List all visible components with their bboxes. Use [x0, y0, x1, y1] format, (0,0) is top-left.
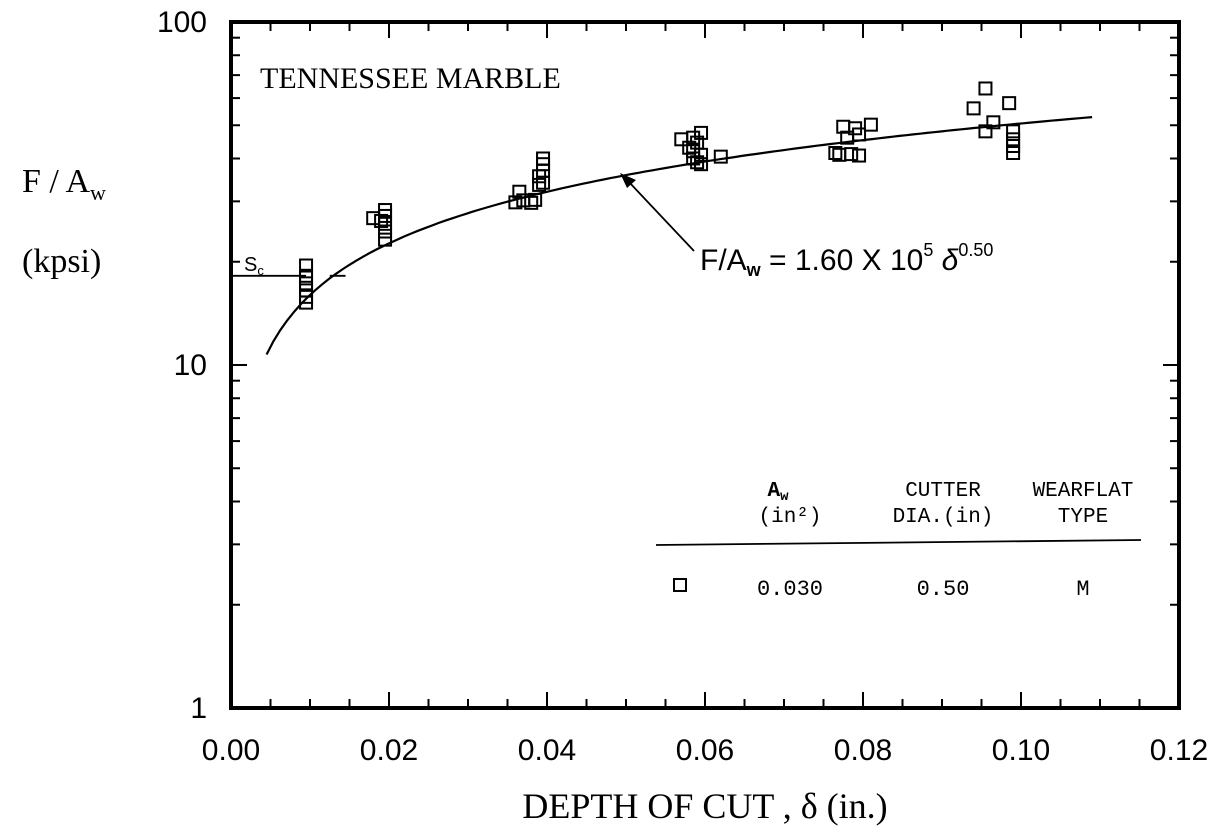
data-point [366, 211, 381, 226]
data-point [299, 258, 314, 273]
legend-header-wearflat: WEARFLAT [1033, 480, 1134, 503]
data-point [978, 81, 993, 96]
data-point [686, 130, 701, 145]
data-point [694, 147, 709, 162]
data-point [674, 132, 689, 147]
data-point [299, 276, 314, 291]
data-point [1006, 146, 1021, 161]
data-point [378, 203, 393, 218]
data-point [694, 125, 709, 140]
x-tick-label: 0.10 [992, 734, 1050, 767]
data-point [828, 146, 843, 161]
data-point [532, 177, 547, 192]
data-point [986, 115, 1001, 130]
x-tick-label: 0.02 [360, 734, 418, 767]
x-tick-label: 0.00 [202, 734, 260, 767]
equation-arrowhead [620, 173, 636, 188]
y-axis-unit: (kpsi) [22, 243, 101, 280]
legend-wearflat-value: M [1076, 577, 1089, 602]
legend-header-cutter: CUTTER [905, 480, 981, 503]
data-point [536, 151, 551, 166]
data-point [378, 232, 393, 247]
y-tick-label: 1 [190, 692, 207, 725]
legend: Aw (in²) CUTTER DIA.(in) WEARFLAT TYPE 0… [655, 480, 1142, 602]
data-point [863, 117, 878, 132]
legend-header-area-unit: (in²) [758, 506, 821, 529]
data-point [844, 147, 859, 162]
y-axis-label: F / Aw [22, 163, 106, 205]
legend-area-value: 0.030 [757, 577, 823, 602]
legend-header-area: Aw [767, 480, 789, 505]
chart-title: TENNESSEE MARBLE [260, 62, 561, 95]
x-tick-label: 0.12 [1150, 734, 1208, 767]
data-point [378, 216, 393, 231]
data-point [690, 155, 705, 170]
data-point [299, 283, 314, 298]
data-point [508, 195, 523, 210]
x-axis-label: DEPTH OF CUT , δ (in.) [522, 786, 887, 826]
fit-curve [265, 116, 1093, 356]
data-point [1006, 138, 1021, 153]
axis-ticks [230, 21, 1180, 709]
data-point [524, 195, 539, 210]
tick-labels: 0.00 0.02 0.04 0.06 0.08 0.10 0.12 1 10 100 [157, 6, 1208, 767]
legend-cutter-value: 0.50 [917, 577, 970, 602]
data-point [528, 192, 543, 207]
x-tick-label: 0.06 [676, 734, 734, 767]
data-point [852, 148, 867, 163]
data-point [694, 157, 709, 172]
data-point [378, 224, 393, 239]
y-tick-label: 10 [174, 349, 207, 382]
data-point [512, 184, 527, 199]
y-tick-label: 100 [157, 6, 207, 39]
data-points [299, 81, 1021, 310]
sc-label: Sc [244, 254, 264, 278]
x-tick-label: 0.04 [518, 734, 576, 767]
legend-header-cutter-unit: DIA.(in) [893, 506, 994, 529]
legend-header-wearflat-type: TYPE [1058, 506, 1108, 529]
data-point [299, 268, 314, 283]
data-point [1002, 96, 1017, 111]
equation-arrow-line [627, 180, 695, 252]
legend-divider [655, 539, 1142, 546]
x-tick-label: 0.08 [834, 734, 892, 767]
data-point [966, 101, 981, 116]
data-point [978, 124, 993, 139]
plot-frame [229, 20, 1181, 710]
data-point [1006, 124, 1021, 139]
data-point [852, 127, 867, 142]
data-point [713, 149, 728, 164]
curve-equation: F/Aw = 1.60 X 105 δ0.50 [700, 240, 993, 280]
legend-marker-square [673, 578, 687, 592]
